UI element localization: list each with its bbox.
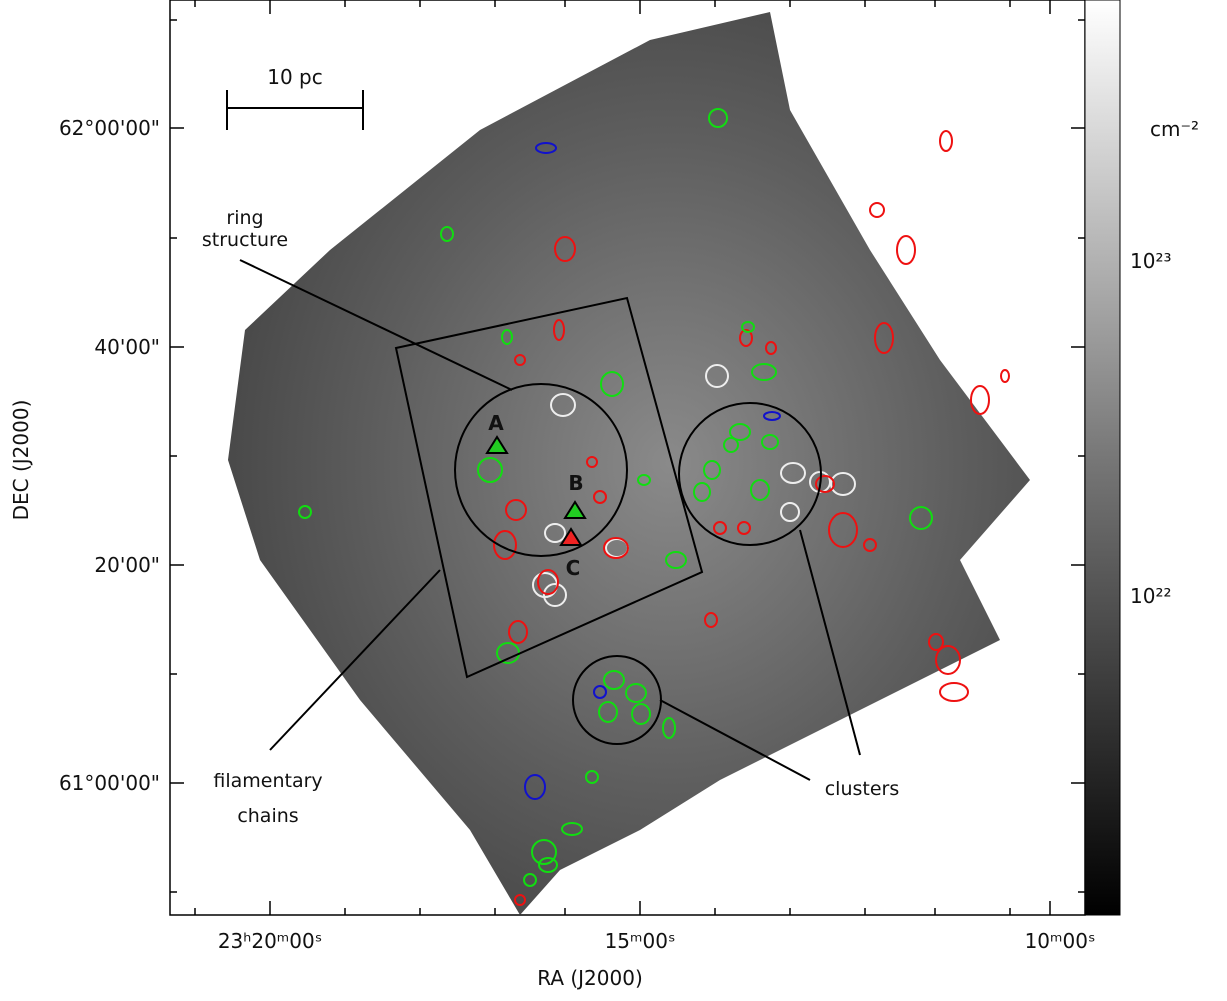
source-ellipse [665, 551, 687, 569]
source-ellipse [508, 620, 528, 644]
x-tick-label: 10ᵐ00ˢ [1025, 929, 1096, 953]
source-ellipse [780, 502, 800, 522]
source-ellipse [550, 393, 576, 417]
source-ellipse [603, 670, 625, 690]
y-axis-label: DEC (J2000) [9, 400, 33, 521]
source-ellipse [693, 482, 711, 502]
source-ellipse [625, 683, 647, 703]
annotation: filamentary [213, 770, 322, 792]
source-ellipse [704, 612, 718, 628]
y-tick-label: 62°00'00" [59, 116, 160, 140]
source-markers [298, 108, 1010, 906]
source-ellipse [896, 235, 916, 265]
y-tick-label: 40'00" [94, 335, 160, 359]
source-ellipse [440, 226, 454, 242]
scale-bar-label: 10 pc [267, 65, 323, 89]
source-ellipse [935, 645, 961, 675]
source-ellipse [737, 521, 751, 535]
source-ellipse [863, 538, 877, 552]
x-tick-label: 23ʰ20ᵐ00ˢ [218, 929, 322, 953]
colorbar-tick-label: 10²³ [1130, 249, 1171, 273]
source-ellipse [828, 512, 858, 548]
axis-ticks [170, 0, 1120, 915]
source-ellipse [561, 822, 583, 836]
source-ellipse [514, 354, 526, 366]
source-ellipse [524, 774, 546, 800]
source-ellipse [703, 460, 721, 480]
source-ellipse [631, 703, 651, 725]
source-label: A [488, 411, 504, 435]
source-ellipse [713, 521, 727, 535]
source-ellipse [705, 364, 729, 388]
source-ellipse [751, 363, 777, 381]
annotation: clusters [825, 778, 900, 800]
source-ellipse [765, 341, 777, 355]
source-ellipse [662, 717, 676, 739]
annotation: ring [226, 207, 263, 229]
source-label: B [568, 471, 583, 495]
source-ellipse [729, 423, 751, 441]
source-ellipse [761, 434, 779, 450]
source-ellipse [585, 770, 599, 784]
column-density-map [228, 12, 1030, 915]
source-ellipse [741, 321, 755, 333]
source-ellipse [1000, 369, 1010, 383]
source-ellipse [598, 701, 618, 723]
source-ellipse [874, 322, 894, 354]
x-tick-label: 15ᵐ00ˢ [605, 929, 676, 953]
source-ellipse [939, 682, 969, 702]
colorbar-tick-label: 10²² [1130, 584, 1171, 608]
source-ellipse [538, 857, 558, 873]
source-ellipse [298, 505, 312, 519]
source-ellipse [514, 894, 526, 906]
source-ellipse [586, 456, 598, 468]
source-ellipse [537, 569, 559, 595]
source-ellipse [493, 530, 517, 560]
y-tick-label: 61°00'00" [59, 771, 160, 795]
source-ellipse [543, 583, 567, 607]
annotation-shapes [226, 90, 861, 781]
source-ellipse [970, 385, 990, 415]
source-label: C [566, 556, 581, 580]
annotation: chains [237, 805, 298, 827]
source-ellipse [830, 472, 856, 496]
source-ellipse [553, 319, 565, 341]
source-ellipse [815, 475, 835, 493]
source-ellipse [723, 437, 739, 453]
source-ellipse [535, 142, 557, 154]
source-ellipse [708, 108, 728, 128]
colorbar [1084, 0, 1121, 916]
source-ellipse [600, 371, 624, 397]
source-ellipse [593, 685, 607, 699]
source-ellipse [544, 523, 566, 543]
source-ellipse [763, 411, 781, 421]
source-ellipse [637, 474, 651, 486]
source-ellipse [523, 873, 537, 887]
source-ellipse [780, 462, 806, 484]
source-ellipse [501, 329, 513, 345]
source-ellipse [531, 839, 557, 865]
source-ellipse [505, 499, 527, 521]
source-ellipse [750, 479, 770, 501]
source-ellipse [928, 633, 944, 651]
source-ellipse [477, 457, 503, 483]
source-ellipse [739, 329, 753, 347]
colorbar-unit: cm⁻² [1150, 117, 1199, 141]
source-ellipse [593, 490, 607, 504]
y-tick-label: 20'00" [94, 553, 160, 577]
x-axis-label: RA (J2000) [537, 966, 643, 990]
source-ellipse [554, 236, 576, 262]
source-ellipse [869, 202, 885, 218]
source-ellipse [603, 537, 629, 559]
annotation: structure [202, 229, 288, 251]
source-ellipse [939, 130, 953, 152]
source-ellipse [909, 506, 933, 530]
